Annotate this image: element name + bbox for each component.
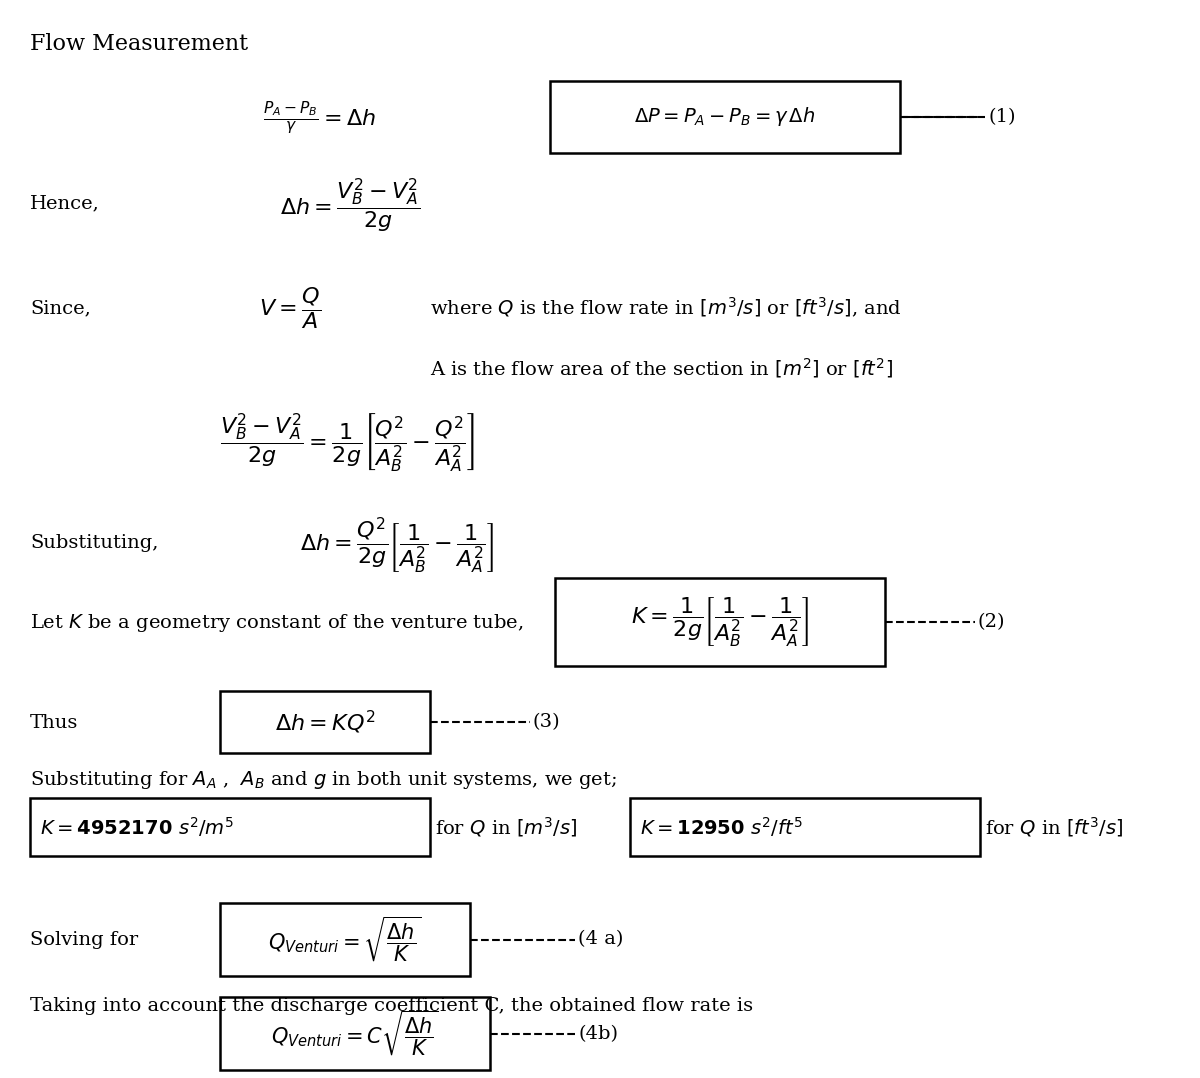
Text: $Q_{Venturi} = C\sqrt{\dfrac{\Delta h}{K}}$: $Q_{Venturi} = C\sqrt{\dfrac{\Delta h}{K… — [271, 1009, 439, 1059]
Bar — [550, 81, 900, 153]
Text: Flow Measurement: Flow Measurement — [30, 33, 248, 55]
Text: Since,: Since, — [30, 299, 91, 317]
Text: $\Delta h = \dfrac{V_B^2 - V_A^2}{2g}$: $\Delta h = \dfrac{V_B^2 - V_A^2}{2g}$ — [280, 177, 420, 235]
Text: Let $K$ be a geometry constant of the venture tube,: Let $K$ be a geometry constant of the ve… — [30, 612, 523, 634]
Text: (2): (2) — [978, 613, 1006, 631]
Text: Substituting for $A_A$ ,  $A_B$ and $g$ in both unit systems, we get;: Substituting for $A_A$ , $A_B$ and $g$ i… — [30, 769, 617, 791]
Text: Taking into account the discharge coefficient C, the obtained flow rate is: Taking into account the discharge coeffi… — [30, 997, 754, 1015]
Text: for $Q$ in $[ft^3/s]$: for $Q$ in $[ft^3/s]$ — [985, 815, 1123, 839]
Bar — [30, 798, 430, 856]
Text: A is the flow area of the section in $[m^2]$ or $[ft^2]$: A is the flow area of the section in $[m… — [430, 356, 893, 379]
Text: (4 a): (4 a) — [578, 930, 623, 949]
Bar — [554, 578, 886, 666]
Text: Solving for: Solving for — [30, 931, 138, 949]
Text: $K = \mathbf{4952170}\ s^2 / m^5$: $K = \mathbf{4952170}\ s^2 / m^5$ — [40, 815, 234, 839]
Bar — [220, 691, 430, 754]
Text: $\Delta h = KQ^2$: $\Delta h = KQ^2$ — [275, 708, 376, 735]
Text: $Q_{Venturi} = \sqrt{\dfrac{\Delta h}{K}}$: $Q_{Venturi} = \sqrt{\dfrac{\Delta h}{K}… — [269, 915, 421, 964]
Text: for $Q$ in $[m^3/s]$: for $Q$ in $[m^3/s]$ — [434, 815, 577, 839]
Text: $\frac{P_A - P_B}{\gamma} = \Delta h$: $\frac{P_A - P_B}{\gamma} = \Delta h$ — [263, 99, 377, 137]
Text: $K = \dfrac{1}{2g}\left[\dfrac{1}{A_B^2} - \dfrac{1}{A_A^2}\right]$: $K = \dfrac{1}{2g}\left[\dfrac{1}{A_B^2}… — [631, 595, 809, 649]
Bar — [220, 903, 470, 976]
Text: Hence,: Hence, — [30, 194, 100, 212]
Text: Substituting,: Substituting, — [30, 534, 158, 552]
Text: $K = \mathbf{12950}\ s^2 / ft^5$: $K = \mathbf{12950}\ s^2 / ft^5$ — [640, 815, 803, 839]
Text: $\Delta h = \dfrac{Q^2}{2g}\left[\dfrac{1}{A_B^2} - \dfrac{1}{A_A^2}\right]$: $\Delta h = \dfrac{Q^2}{2g}\left[\dfrac{… — [300, 515, 494, 577]
Text: (1): (1) — [988, 108, 1015, 126]
Text: where $Q$ is the flow rate in $[m^3/s]$ or $[ft^3/s]$, and: where $Q$ is the flow rate in $[m^3/s]$ … — [430, 295, 901, 320]
Text: $V = \dfrac{Q}{A}$: $V = \dfrac{Q}{A}$ — [259, 285, 322, 331]
Text: (3): (3) — [533, 713, 560, 731]
Text: $\dfrac{V_B^2 - V_A^2}{2g} = \dfrac{1}{2g}\left[\dfrac{Q^2}{A_B^2} - \dfrac{Q^2}: $\dfrac{V_B^2 - V_A^2}{2g} = \dfrac{1}{2… — [220, 411, 475, 475]
Text: $\Delta P = P_A - P_B = \gamma\,\Delta h$: $\Delta P = P_A - P_B = \gamma\,\Delta h… — [635, 106, 816, 128]
Text: Thus: Thus — [30, 714, 78, 732]
Bar — [630, 798, 980, 856]
Text: (4b): (4b) — [578, 1025, 618, 1044]
Bar — [220, 997, 490, 1070]
